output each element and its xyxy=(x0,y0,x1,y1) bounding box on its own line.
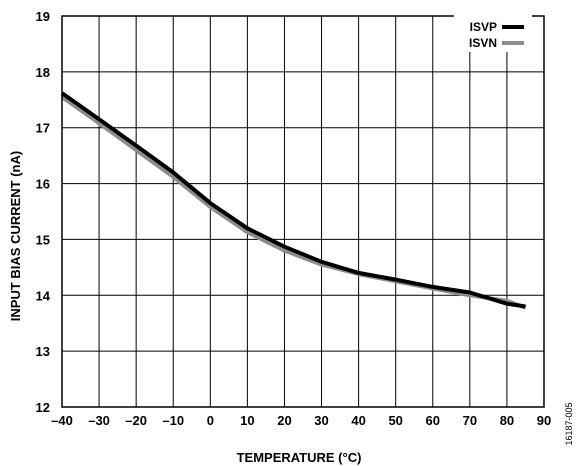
series-line-isvp xyxy=(60,91,526,309)
y-tick-label: 14 xyxy=(36,288,51,303)
x-tick-label: 30 xyxy=(314,413,328,428)
legend-label-isvn: ISVN xyxy=(469,36,497,50)
x-tick-label: –30 xyxy=(88,413,110,428)
y-tick-label: 16 xyxy=(36,177,50,192)
x-tick-label: 80 xyxy=(500,413,514,428)
y-axis-title: INPUT BIAS CURRENT (nA) xyxy=(8,151,23,321)
x-tick-label: 20 xyxy=(277,413,291,428)
x-tick-label: 10 xyxy=(240,413,254,428)
figure-id: 16187-005 xyxy=(564,402,574,445)
x-tick-label: 90 xyxy=(537,413,551,428)
x-tick-label: –20 xyxy=(125,413,147,428)
legend-label-isvp: ISVP xyxy=(470,20,497,34)
y-tick-label: 12 xyxy=(36,400,50,415)
y-tick-label: 15 xyxy=(36,232,50,247)
y-tick-label: 19 xyxy=(36,9,50,24)
x-axis-title: TEMPERATURE (°C) xyxy=(237,450,362,465)
x-tick-label: 40 xyxy=(351,413,365,428)
plot-frame xyxy=(61,15,545,408)
x-tick-label: 0 xyxy=(207,413,214,428)
x-tick-label: 60 xyxy=(426,413,440,428)
y-tick-label: 13 xyxy=(36,344,50,359)
tick-labels: –40 –30 –20 –10 0 10 20 30 40 50 60 70 80 90 12 13 14 15 1… xyxy=(36,9,552,428)
legend-box xyxy=(454,14,532,52)
legend: ISVP ISVN xyxy=(454,14,532,52)
grid-layer xyxy=(61,15,545,408)
x-tick-label: –10 xyxy=(162,413,184,428)
x-tick-label: 50 xyxy=(388,413,402,428)
series-layer xyxy=(60,91,527,310)
y-tick-label: 18 xyxy=(36,65,50,80)
x-tick-label: 70 xyxy=(463,413,477,428)
y-tick-label: 17 xyxy=(36,121,50,136)
series-line-isvn xyxy=(60,95,527,310)
x-tick-label: –40 xyxy=(51,413,73,428)
